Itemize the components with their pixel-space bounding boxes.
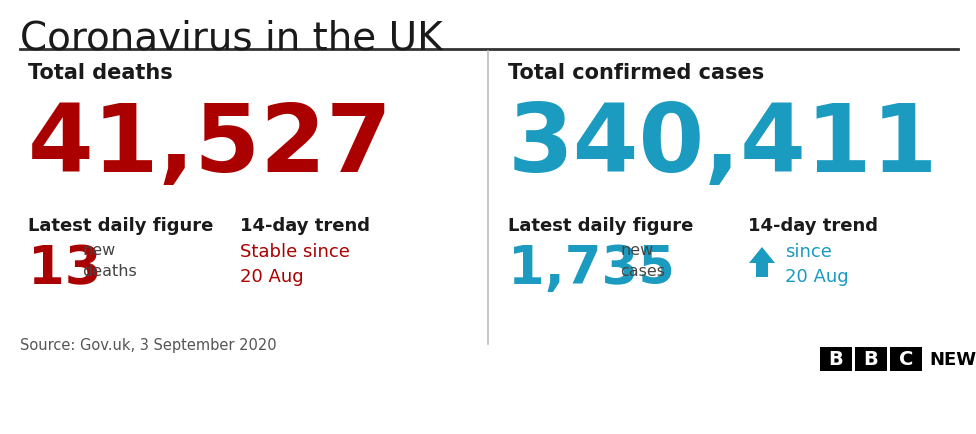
Text: Stable since
20 Aug: Stable since 20 Aug [240,243,349,285]
Text: new
deaths: new deaths [82,243,137,278]
Text: since
20 Aug: since 20 Aug [785,243,848,285]
Text: 340,411: 340,411 [508,100,938,191]
Text: new
cases: new cases [620,243,665,278]
Text: Latest daily figure: Latest daily figure [28,217,214,234]
Text: 14-day trend: 14-day trend [240,217,370,234]
Text: NEWS: NEWS [929,350,976,368]
Text: 41,527: 41,527 [28,100,392,191]
Text: B: B [829,350,843,368]
FancyBboxPatch shape [855,347,887,371]
Text: C: C [899,350,914,368]
Text: Latest daily figure: Latest daily figure [508,217,693,234]
Text: 1,735: 1,735 [508,243,674,294]
Text: Coronavirus in the UK: Coronavirus in the UK [20,20,443,58]
Text: Total deaths: Total deaths [28,63,173,83]
Text: Total confirmed cases: Total confirmed cases [508,63,764,83]
FancyArrow shape [749,247,775,277]
Text: B: B [864,350,878,368]
Text: 14-day trend: 14-day trend [748,217,878,234]
FancyBboxPatch shape [890,347,922,371]
FancyBboxPatch shape [820,347,852,371]
Text: Source: Gov.uk, 3 September 2020: Source: Gov.uk, 3 September 2020 [20,337,276,352]
Text: 13: 13 [28,243,102,294]
